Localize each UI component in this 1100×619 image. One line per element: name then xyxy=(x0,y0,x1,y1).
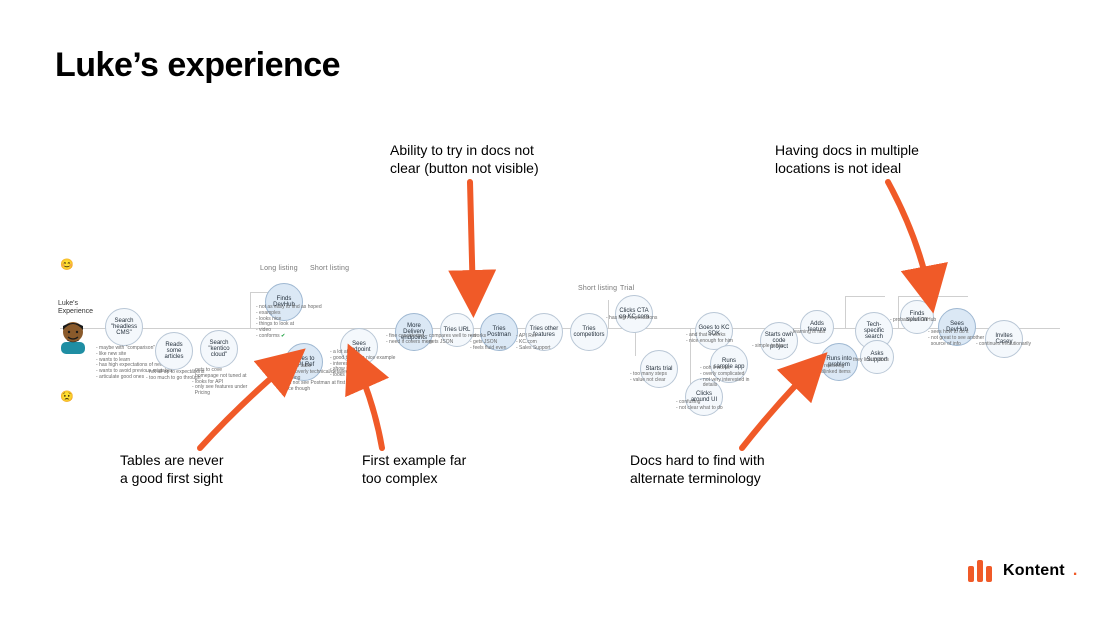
phase-label: Trial xyxy=(620,285,634,292)
brand-logo: Kontent. xyxy=(968,560,1077,582)
persona-label: Luke's Experience xyxy=(58,300,93,315)
slide-title: Luke’s experience xyxy=(55,46,340,85)
branch-line xyxy=(250,292,251,328)
happy-emoji: 😊 xyxy=(60,258,74,271)
journey-node-notes: - compares well to rest - gets JSON xyxy=(426,334,476,346)
journey-node: Invites Casey xyxy=(985,320,1023,358)
journey-node-notes: - works - gets JSON - feels fluid even xyxy=(470,334,506,351)
sad-emoji: 😟 xyxy=(60,390,74,403)
phase-label: Short listing xyxy=(578,285,617,292)
callout-arrow xyxy=(450,162,493,320)
journey-node-notes: - they link to docs xyxy=(850,358,889,364)
journey-node-notes: - too many steps - value not clear xyxy=(630,372,667,384)
journey-node-notes: - API Ref - KC.com - Sales Support xyxy=(516,334,550,351)
branch-line xyxy=(608,300,609,328)
branch-line xyxy=(845,296,846,328)
journey-node-notes: - and that it works - nice enough for hi… xyxy=(686,333,733,345)
callout-arrow xyxy=(335,340,402,468)
journey-node-notes: - confusing - not clear what to do xyxy=(676,400,723,412)
journey-node: Search "headless CMS" xyxy=(105,308,143,346)
journey-node-notes: - continues evolutionarily xyxy=(976,342,1031,348)
brand-logo-text: Kontent xyxy=(1003,562,1065,580)
journey-node-notes: - has high expectations xyxy=(606,316,657,322)
journey-node-notes: - not as easy to find as hoped - example… xyxy=(256,305,322,340)
journey-node: Adds feature xyxy=(800,310,834,344)
phase-label: Long listing xyxy=(260,265,298,272)
phase-label: Short listing xyxy=(310,265,349,272)
callout-arrow xyxy=(180,340,312,468)
journey-node-notes: - learning is fast xyxy=(790,330,825,336)
brand-logo-bars xyxy=(968,560,995,582)
journey-node: Clicks CTA on KC.com xyxy=(615,295,653,333)
slide-stage: Luke’s experience 😊 😟 Luke's Experience Long… xyxy=(0,0,1100,619)
journey-node-notes: - probably on GitHub xyxy=(890,318,936,324)
callout-arrow xyxy=(868,162,950,316)
callout-arrow xyxy=(722,345,835,468)
brand-logo-dot: . xyxy=(1073,562,1077,580)
persona-avatar xyxy=(58,320,88,359)
journey-node: Tries competitors xyxy=(570,313,608,351)
